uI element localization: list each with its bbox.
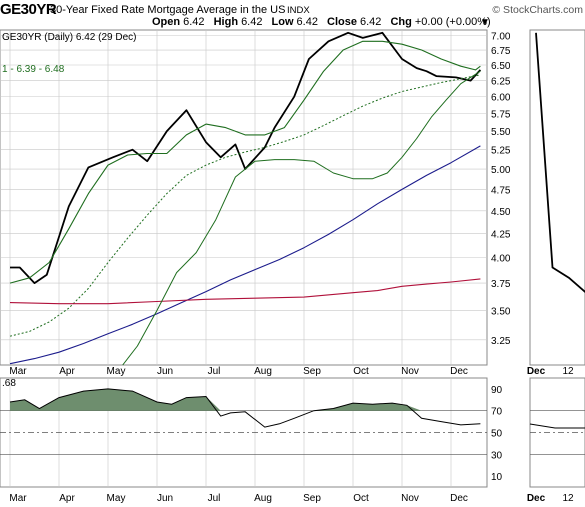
price-y-tick: 6.25 bbox=[491, 77, 511, 88]
rsi-x-tick: Aug bbox=[254, 493, 272, 504]
exchange-label: INDX bbox=[287, 5, 310, 16]
price-series-sma_mid bbox=[9, 74, 481, 337]
symbol-label: GE30YR bbox=[0, 1, 57, 18]
price-legend-bands: 1 - 6.39 - 6.48 bbox=[2, 64, 65, 75]
price-x-tick: Oct bbox=[353, 366, 369, 377]
rsi-y-tick: 10 bbox=[491, 472, 503, 483]
price-series-price bbox=[10, 31, 482, 285]
rsi-line bbox=[9, 388, 481, 428]
weekly-x-tick: 12 bbox=[562, 366, 574, 377]
chart-header: GE30YR 30-Year Fixed Rate Mortgage Avera… bbox=[0, 0, 585, 30]
price-y-tick: 6.00 bbox=[491, 93, 511, 104]
dropdown-arrow-icon[interactable]: ▼ bbox=[480, 17, 490, 28]
open-value: 6.42 bbox=[183, 16, 205, 28]
rsi-x-tick: Jun bbox=[157, 493, 173, 504]
price-x-tick: Mar bbox=[9, 366, 27, 377]
rsi-y-tick: 50 bbox=[491, 429, 503, 440]
rsi-x-tick: Oct bbox=[353, 493, 369, 504]
price-y-tick: 3.50 bbox=[491, 306, 511, 317]
symbol-description: 30-Year Fixed Rate Mortgage Average in t… bbox=[50, 4, 286, 16]
price-y-tick: 6.50 bbox=[491, 61, 511, 72]
price-series-sma_long bbox=[9, 278, 481, 305]
price-y-tick: 5.50 bbox=[491, 127, 511, 138]
price-series-sma_fast bbox=[9, 40, 481, 284]
high-label: High bbox=[213, 16, 239, 28]
rsi-y-tick: 70 bbox=[491, 407, 503, 418]
price-y-tick: 3.75 bbox=[491, 279, 511, 290]
price-x-tick: Aug bbox=[254, 366, 272, 377]
ohlc-readout: Open 6.42 High 6.42 Low 6.42 Close 6.42 Chg +… bbox=[152, 16, 497, 28]
weekly-price-line bbox=[535, 32, 585, 294]
price-y-tick: 5.75 bbox=[491, 110, 511, 121]
price-y-tick: 5.25 bbox=[491, 146, 511, 157]
price-y-tick: 7.00 bbox=[491, 32, 511, 43]
price-x-tick: Jul bbox=[208, 366, 221, 377]
price-x-tick: Jun bbox=[157, 366, 173, 377]
price-y-tick: 5.00 bbox=[491, 165, 511, 176]
weekly-x-tick: 12 bbox=[562, 493, 574, 504]
weekly-price-area bbox=[529, 29, 585, 366]
chg-label: Chg bbox=[390, 16, 412, 28]
price-plot-area bbox=[0, 29, 488, 366]
rsi-x-tick: Nov bbox=[401, 493, 419, 504]
price-y-tick: 3.25 bbox=[491, 336, 511, 347]
rsi-panel: Mar Apr May Jun Jul Aug Sep Oct Nov Dec 90 70 50 30 10… bbox=[0, 377, 503, 504]
rsi-x-tick: Sep bbox=[303, 493, 321, 504]
price-x-tick: Apr bbox=[59, 366, 75, 377]
low-value: 6.42 bbox=[296, 16, 318, 28]
chg-value: +0.00 (+0.00%) bbox=[414, 16, 491, 28]
rsi-x-tick: May bbox=[107, 493, 126, 504]
rsi-y-tick: 90 bbox=[491, 385, 503, 396]
rsi-overbought-fill bbox=[10, 388, 481, 411]
price-y-tick: 4.75 bbox=[491, 185, 511, 196]
price-x-tick: Dec bbox=[450, 366, 468, 377]
rsi-x-tick: Mar bbox=[9, 493, 27, 504]
price-x-tick: Sep bbox=[303, 366, 321, 377]
price-x-tick: Nov bbox=[401, 366, 419, 377]
rsi-x-tick: Jul bbox=[208, 493, 221, 504]
price-y-tick: 4.00 bbox=[491, 253, 511, 264]
rsi-legend-title: .68 bbox=[2, 378, 16, 389]
price-legend-title: GE30YR (Daily) 6.42 (29 Dec) bbox=[2, 32, 137, 43]
low-label: Low bbox=[271, 16, 294, 28]
rsi-y-tick: 30 bbox=[491, 450, 503, 461]
weekly-panel: Dec 12 Dec 12 bbox=[527, 29, 585, 504]
price-series-sma_slow bbox=[9, 145, 481, 365]
price-y-tick: 4.25 bbox=[491, 229, 511, 240]
price-series-sma_200 bbox=[122, 70, 481, 366]
brand-watermark: © StockCharts.com bbox=[492, 4, 583, 16]
weekly-x-tick: Dec bbox=[527, 493, 546, 504]
weekly-rsi-line bbox=[529, 423, 585, 429]
price-panel: 7.00 6.75 6.50 6.25 6.00 5.75 5.50 5.25 5.00 4.75… bbox=[0, 29, 511, 377]
rsi-x-tick: Dec bbox=[450, 493, 468, 504]
price-y-tick: 6.75 bbox=[491, 46, 511, 57]
price-x-tick: May bbox=[107, 366, 126, 377]
weekly-x-tick: Dec bbox=[527, 366, 546, 377]
close-label: Close bbox=[327, 16, 357, 28]
rsi-x-tick: Apr bbox=[59, 493, 75, 504]
open-label: Open bbox=[152, 16, 181, 28]
high-value: 6.42 bbox=[241, 16, 263, 28]
price-y-tick: 4.50 bbox=[491, 207, 511, 218]
close-value: 6.42 bbox=[360, 16, 382, 28]
